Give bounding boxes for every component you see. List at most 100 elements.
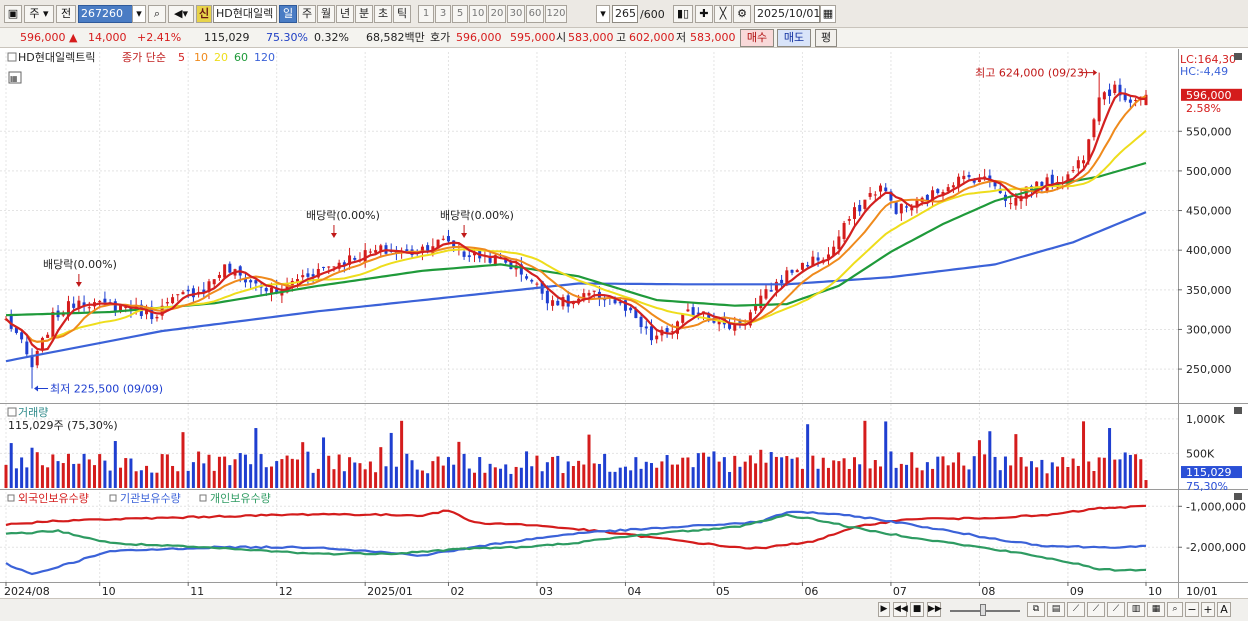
ma-legend-label: 종가 단순 xyxy=(122,51,166,64)
volume-bar xyxy=(1040,459,1044,488)
tab-년[interactable]: 년 xyxy=(336,5,354,23)
code-dropdown-icon[interactable]: ▾ xyxy=(132,5,146,23)
candle xyxy=(181,292,185,295)
candle xyxy=(936,189,940,194)
count-input[interactable]: 265 xyxy=(612,5,638,23)
zoom-slider-handle[interactable] xyxy=(980,604,986,616)
tab-주[interactable]: 주 xyxy=(298,5,316,23)
ma-legend-5: 5 xyxy=(178,51,185,64)
stock-chart[interactable]: 최고 624,000 (09/23) 최저 225,500 (09/09) 배당락(… xyxy=(0,49,1248,598)
panel-maximize-icon[interactable] xyxy=(1234,493,1242,500)
panel-maximize-icon[interactable] xyxy=(1234,407,1242,414)
volume-bar xyxy=(816,468,820,488)
panel-toggle-icon[interactable] xyxy=(7,52,17,62)
candle xyxy=(530,279,534,282)
indicator-icon[interactable]: ✚ xyxy=(695,5,713,23)
fib-tool-icon[interactable]: ⟋ xyxy=(1087,602,1105,617)
candle xyxy=(931,190,935,201)
volume-bar xyxy=(962,465,966,488)
interval-option-20[interactable]: 20 xyxy=(488,5,506,23)
scroll-start-icon[interactable]: ◀◀ xyxy=(893,602,908,617)
volume-bar xyxy=(577,460,581,488)
candle xyxy=(587,292,591,296)
sound-icon[interactable]: ◀▾ xyxy=(168,5,194,23)
volume-bar xyxy=(176,471,180,488)
font-size-icon[interactable]: A xyxy=(1217,602,1231,617)
interval-option-5[interactable]: 5 xyxy=(452,5,468,23)
stop-icon[interactable]: ■ xyxy=(910,602,924,617)
holding-legend-2: 개인보유수량 xyxy=(210,492,271,505)
line-tool-icon[interactable]: ⟋ xyxy=(1107,602,1125,617)
compare-button[interactable]: 전 xyxy=(56,5,76,23)
buy-button[interactable]: 매수 xyxy=(740,29,774,47)
period-select[interactable]: 주 ▾ xyxy=(24,5,54,23)
layout-icon[interactable]: ▤ xyxy=(1047,602,1065,617)
candle xyxy=(894,201,898,214)
candle xyxy=(217,274,221,278)
search-icon[interactable]: ⌕ xyxy=(148,5,166,23)
volume-bar xyxy=(780,457,784,488)
volume-bar xyxy=(223,456,227,488)
tab-틱[interactable]: 틱 xyxy=(393,5,411,23)
grid-tool-icon[interactable]: ▦ xyxy=(1147,602,1165,617)
count-dropdown-icon[interactable]: ▾ xyxy=(596,5,610,23)
chart-nav-bar: ▶ ◀◀ ■ ▶▶ ⧉ ▤ ⟋ ⟋ ⟋ ▥ ▦ ⌕ − + A xyxy=(0,598,1248,621)
series-toggle-icon[interactable] xyxy=(199,494,207,502)
interval-option-60[interactable]: 60 xyxy=(526,5,544,23)
tab-초[interactable]: 초 xyxy=(374,5,392,23)
sell-button[interactable]: 매도 xyxy=(777,29,811,47)
panel-toggle-icon[interactable] xyxy=(7,407,17,417)
volume-bar xyxy=(1123,452,1127,488)
interval-option-120[interactable]: 120 xyxy=(545,5,567,23)
interval-option-10[interactable]: 10 xyxy=(469,5,487,23)
zoom-out-icon[interactable]: − xyxy=(1185,602,1199,617)
copy-icon[interactable]: ⧉ xyxy=(1027,602,1045,617)
volume-bar xyxy=(634,457,638,488)
tab-일[interactable]: 일 xyxy=(279,5,297,23)
candle xyxy=(1102,92,1106,100)
series-toggle-icon[interactable] xyxy=(7,494,15,502)
gear-icon[interactable]: ⚙ xyxy=(733,5,751,23)
ask-price: 595,000 xyxy=(510,31,556,44)
volume-bar xyxy=(290,458,294,488)
volume-bar xyxy=(92,465,96,488)
volume-bar xyxy=(951,462,955,488)
volume-bar xyxy=(254,428,258,488)
holding-y-tick-label: -1,000,000 xyxy=(1186,500,1246,513)
data-table-icon[interactable] xyxy=(8,71,22,84)
candle xyxy=(759,295,763,309)
scroll-end-icon[interactable]: ▶▶ xyxy=(927,602,942,617)
series-toggle-icon[interactable] xyxy=(109,494,117,502)
tab-분[interactable]: 분 xyxy=(355,5,373,23)
volume-bar xyxy=(764,462,768,488)
candle-type-icon[interactable]: ▮▯ xyxy=(673,5,693,23)
candle xyxy=(436,239,440,249)
volume-bar xyxy=(842,458,846,488)
zoom-icon[interactable]: ⌕ xyxy=(1167,602,1183,617)
stock-code-input[interactable]: 267260 xyxy=(78,5,146,23)
trend-tool-icon[interactable]: ⟋ xyxy=(1067,602,1085,617)
channel-tool-icon[interactable]: ▥ xyxy=(1127,602,1145,617)
interval-option-30[interactable]: 30 xyxy=(507,5,525,23)
candle xyxy=(426,245,430,252)
volume-bar xyxy=(431,461,435,488)
volume-bar xyxy=(61,463,65,488)
candle xyxy=(754,305,758,311)
panel-maximize-icon[interactable] xyxy=(1234,53,1242,60)
calendar-icon[interactable]: ▦ xyxy=(820,5,836,23)
volume-bar xyxy=(852,457,856,488)
draw-tool-icon[interactable]: ╳ xyxy=(714,5,732,23)
candle xyxy=(1092,119,1096,138)
volume-bar xyxy=(306,451,310,488)
x-tick-label: 02 xyxy=(450,585,464,598)
zoom-in-icon[interactable]: + xyxy=(1201,602,1215,617)
interval-option-1[interactable]: 1 xyxy=(418,5,434,23)
volume-bar xyxy=(759,449,763,488)
interval-option-3[interactable]: 3 xyxy=(435,5,451,23)
eval-button[interactable]: 평 xyxy=(815,29,837,47)
date-input[interactable]: 2025/10/01 xyxy=(754,5,820,23)
window-icon[interactable]: ▣ xyxy=(4,5,22,23)
scroll-right-icon[interactable]: ▶ xyxy=(878,602,890,617)
stock-name-field[interactable]: HD현대일렉 xyxy=(213,5,277,23)
tab-월[interactable]: 월 xyxy=(317,5,335,23)
